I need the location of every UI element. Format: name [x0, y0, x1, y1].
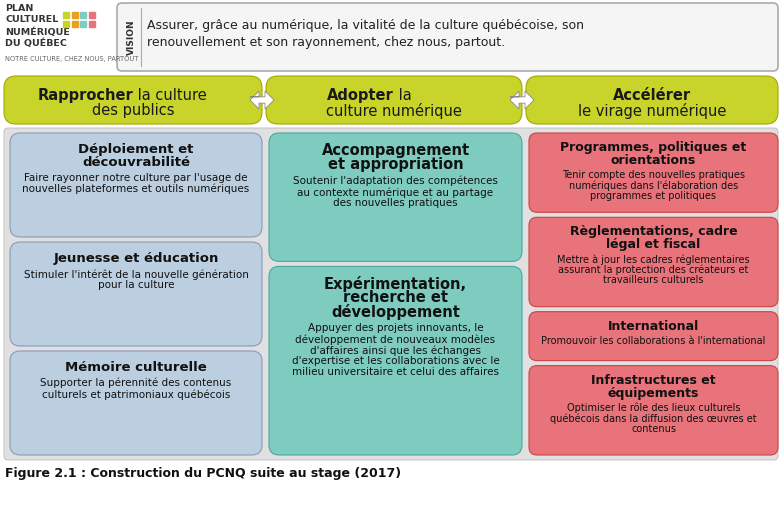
- Text: développement: développement: [331, 304, 460, 320]
- Text: légal et fiscal: légal et fiscal: [606, 238, 701, 251]
- FancyBboxPatch shape: [10, 133, 262, 237]
- Text: Soutenir l'adaptation des compétences: Soutenir l'adaptation des compétences: [293, 176, 498, 187]
- Text: Accélérer: Accélérer: [613, 88, 691, 103]
- Text: contenus: contenus: [631, 424, 676, 434]
- Text: NUMÉRIQUE: NUMÉRIQUE: [5, 27, 70, 36]
- FancyBboxPatch shape: [117, 3, 778, 71]
- FancyBboxPatch shape: [266, 76, 522, 124]
- Text: développement de nouveaux modèles: développement de nouveaux modèles: [296, 335, 496, 345]
- Text: Jeunesse et éducation: Jeunesse et éducation: [53, 252, 219, 265]
- Text: équipements: équipements: [608, 387, 699, 399]
- Text: Accompagnement: Accompagnement: [321, 143, 469, 158]
- Text: Rapprocher: Rapprocher: [38, 88, 133, 103]
- FancyBboxPatch shape: [526, 76, 778, 124]
- Text: québécois dans la diffusion des œuvres et: québécois dans la diffusion des œuvres e…: [551, 413, 757, 424]
- Polygon shape: [510, 91, 534, 109]
- Text: recherche et: recherche et: [343, 290, 448, 305]
- Text: le virage numérique: le virage numérique: [578, 103, 726, 119]
- Text: Déploiement et: Déploiement et: [78, 143, 194, 156]
- Text: milieu universitaire et celui des affaires: milieu universitaire et celui des affair…: [292, 368, 499, 377]
- FancyBboxPatch shape: [4, 76, 262, 124]
- Bar: [63, 21, 69, 27]
- FancyBboxPatch shape: [529, 217, 778, 307]
- Text: Adopter: Adopter: [327, 88, 394, 103]
- Text: et appropriation: et appropriation: [328, 157, 463, 172]
- FancyBboxPatch shape: [10, 242, 262, 346]
- Text: des nouvelles pratiques: des nouvelles pratiques: [333, 198, 457, 208]
- Text: pour la culture: pour la culture: [98, 280, 174, 290]
- Text: Supporter la pérennité des contenus: Supporter la pérennité des contenus: [41, 378, 231, 389]
- FancyBboxPatch shape: [10, 351, 262, 455]
- Text: Promouvoir les collaborations à l'international: Promouvoir les collaborations à l'intern…: [541, 336, 766, 346]
- Text: DU QUÉBEC: DU QUÉBEC: [5, 39, 67, 48]
- Text: Appuyer des projets innovants, le: Appuyer des projets innovants, le: [307, 323, 483, 334]
- Text: découvrabilité: découvrabilité: [82, 156, 190, 169]
- FancyBboxPatch shape: [4, 128, 778, 460]
- Bar: [71, 21, 77, 27]
- Text: Mettre à jour les cadres réglementaires: Mettre à jour les cadres réglementaires: [558, 254, 750, 265]
- Bar: [71, 12, 77, 18]
- Text: NOTRE CULTURE, CHEZ NOUS, PARTOUT: NOTRE CULTURE, CHEZ NOUS, PARTOUT: [5, 56, 138, 62]
- Bar: [88, 21, 95, 27]
- FancyBboxPatch shape: [269, 133, 522, 262]
- Text: Assurer, grâce au numérique, la vitalité de la culture québécoise, son: Assurer, grâce au numérique, la vitalité…: [147, 19, 584, 32]
- Text: Infrastructures et: Infrastructures et: [591, 374, 716, 387]
- Text: culture numérique: culture numérique: [326, 103, 462, 119]
- Text: nouvelles plateformes et outils numériques: nouvelles plateformes et outils numériqu…: [23, 184, 249, 194]
- Text: Expérimentation,: Expérimentation,: [324, 277, 467, 292]
- Bar: [80, 12, 86, 18]
- Text: assurant la protection des créateurs et: assurant la protection des créateurs et: [558, 265, 748, 276]
- Text: Stimuler l'intérêt de la nouvelle génération: Stimuler l'intérêt de la nouvelle généra…: [23, 269, 249, 280]
- Text: orientations: orientations: [611, 154, 696, 167]
- Text: CULTUREL: CULTUREL: [5, 15, 58, 25]
- FancyBboxPatch shape: [529, 365, 778, 455]
- Text: Mémoire culturelle: Mémoire culturelle: [65, 361, 207, 374]
- Text: VISION: VISION: [127, 19, 135, 55]
- FancyBboxPatch shape: [269, 266, 522, 455]
- Text: des publics: des publics: [91, 103, 174, 118]
- Text: renouvellement et son rayonnement, chez nous, partout.: renouvellement et son rayonnement, chez …: [147, 36, 505, 49]
- Text: Optimiser le rôle des lieux culturels: Optimiser le rôle des lieux culturels: [567, 402, 741, 413]
- Polygon shape: [250, 91, 274, 109]
- Bar: [80, 21, 86, 27]
- Text: programmes et politiques: programmes et politiques: [590, 191, 716, 201]
- FancyBboxPatch shape: [529, 133, 778, 212]
- Text: International: International: [608, 320, 699, 333]
- Text: d'affaires ainsi que les échanges: d'affaires ainsi que les échanges: [310, 345, 481, 356]
- Text: travailleurs culturels: travailleurs culturels: [603, 276, 704, 285]
- Text: Règlementations, cadre: Règlementations, cadre: [570, 225, 737, 238]
- Text: numériques dans l'élaboration des: numériques dans l'élaboration des: [569, 180, 738, 191]
- Text: au contexte numérique et au partage: au contexte numérique et au partage: [297, 187, 493, 197]
- Text: Figure 2.1 : Construction du PCNQ suite au stage (2017): Figure 2.1 : Construction du PCNQ suite …: [5, 467, 401, 480]
- Text: Faire rayonner notre culture par l'usage de: Faire rayonner notre culture par l'usage…: [24, 173, 248, 183]
- Text: culturels et patrimoniaux québécois: culturels et patrimoniaux québécois: [41, 389, 230, 399]
- Text: PLAN: PLAN: [5, 4, 34, 13]
- Bar: [63, 12, 69, 18]
- Text: la: la: [394, 88, 412, 103]
- FancyBboxPatch shape: [529, 311, 778, 361]
- Text: Programmes, politiques et: Programmes, politiques et: [561, 141, 747, 154]
- Text: la culture: la culture: [133, 88, 206, 103]
- Text: d'expertise et les collaborations avec le: d'expertise et les collaborations avec l…: [292, 356, 500, 366]
- Text: Tenir compte des nouvelles pratiques: Tenir compte des nouvelles pratiques: [562, 170, 745, 180]
- Bar: [88, 12, 95, 18]
